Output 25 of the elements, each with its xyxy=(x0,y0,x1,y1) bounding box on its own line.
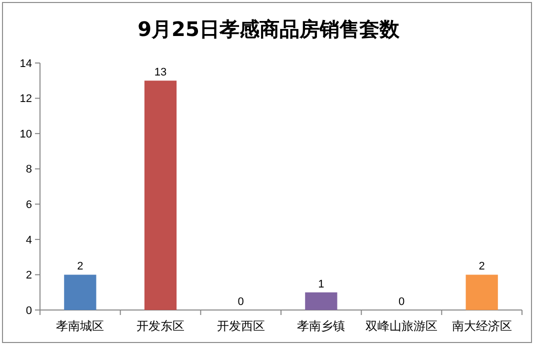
x-tick-label: 开发西区 xyxy=(216,319,265,333)
y-tick-label: 0 xyxy=(26,304,32,317)
y-tick-label: 2 xyxy=(26,270,32,282)
y-tick-label: 14 xyxy=(20,58,32,70)
x-tick-label: 孝南乡镇 xyxy=(297,319,346,333)
x-tick-label: 孝南城区 xyxy=(56,319,104,333)
data-label: 0 xyxy=(238,296,244,308)
y-tick-label: 6 xyxy=(26,198,32,211)
bar xyxy=(466,274,498,310)
x-tick-label: 双峰山旅游区 xyxy=(366,319,438,333)
data-label: 1 xyxy=(318,278,324,290)
x-tick-label: 开发东区 xyxy=(136,319,184,333)
chart-title: 9月25日孝感商品房销售套数 xyxy=(138,17,400,41)
y-tick-label: 8 xyxy=(26,164,32,176)
bar xyxy=(144,80,177,310)
data-label: 2 xyxy=(478,260,485,273)
y-tick-label: 10 xyxy=(20,128,32,140)
y-tick-label: 4 xyxy=(26,234,32,246)
data-label: 13 xyxy=(154,66,167,79)
x-tick-label: 南大经济区 xyxy=(452,319,512,333)
y-tick-label: 12 xyxy=(20,93,32,106)
data-label: 2 xyxy=(77,260,84,273)
bar xyxy=(305,292,338,310)
bar xyxy=(64,274,96,310)
data-label: 0 xyxy=(398,296,405,308)
